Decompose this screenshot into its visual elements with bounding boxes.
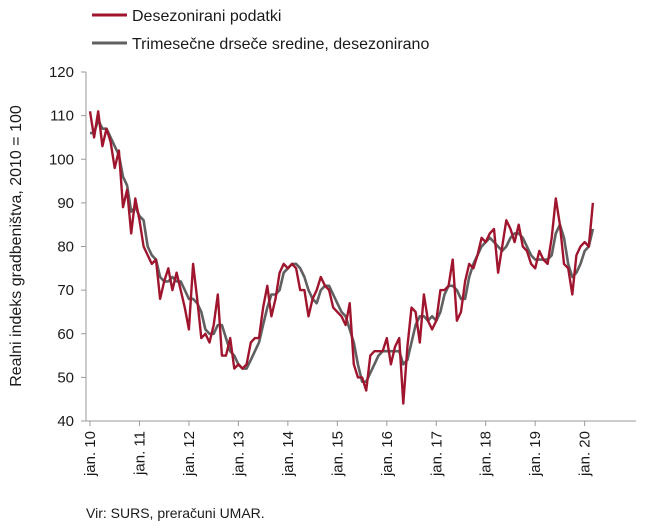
x-tick-label: jan. 20 (577, 431, 594, 477)
series-layer (88, 110, 595, 405)
y-tick-label: 50 (57, 369, 74, 386)
x-tick-label: jan. 14 (280, 431, 297, 477)
x-tick-label: jan. 16 (379, 431, 396, 477)
series-line-moving-average (90, 118, 595, 384)
x-tick-label: jan. 17 (428, 431, 445, 477)
series-line-seasonally-adjusted (88, 110, 595, 405)
x-tick-label: jan. 11 (131, 431, 148, 476)
y-tick-label: 110 (50, 108, 74, 125)
legend-label-seasonally-adjusted: Desezonirani podatki (132, 8, 281, 25)
x-tick-label: jan. 19 (527, 431, 544, 477)
y-tick-label: 90 (57, 195, 74, 212)
x-tick-label: jan. 18 (478, 431, 495, 477)
y-tick-label: 60 (57, 326, 74, 343)
y-tick-label: 80 (57, 239, 74, 256)
y-axis-label: Realni indeks gradbeništva, 2010 = 100 (8, 105, 25, 387)
legend: Desezonirani podatki Trimesečne drseče s… (92, 8, 429, 53)
x-axis-ticks: jan. 10 jan. 11 jan. 12 jan. 13 jan. 14 jan. … (82, 421, 594, 477)
x-tick-label: jan. 12 (181, 431, 198, 477)
y-tick-label: 70 (57, 282, 74, 299)
x-tick-label: jan. 15 (329, 431, 346, 477)
y-tick-label: 100 (49, 151, 74, 168)
x-tick-label: jan. 13 (230, 431, 247, 477)
x-tick-label: jan. 10 (82, 431, 99, 477)
legend-label-moving-average: Trimesečne drseče sredine, desezonirano (132, 36, 429, 53)
source-note: Vir: SURS, preračuni UMAR. (86, 505, 265, 521)
y-tick-label: 40 (57, 413, 74, 430)
y-tick-label: 120 (49, 64, 74, 81)
y-axis-ticks: 40 50 60 70 80 90 100 110 120 (49, 64, 86, 430)
